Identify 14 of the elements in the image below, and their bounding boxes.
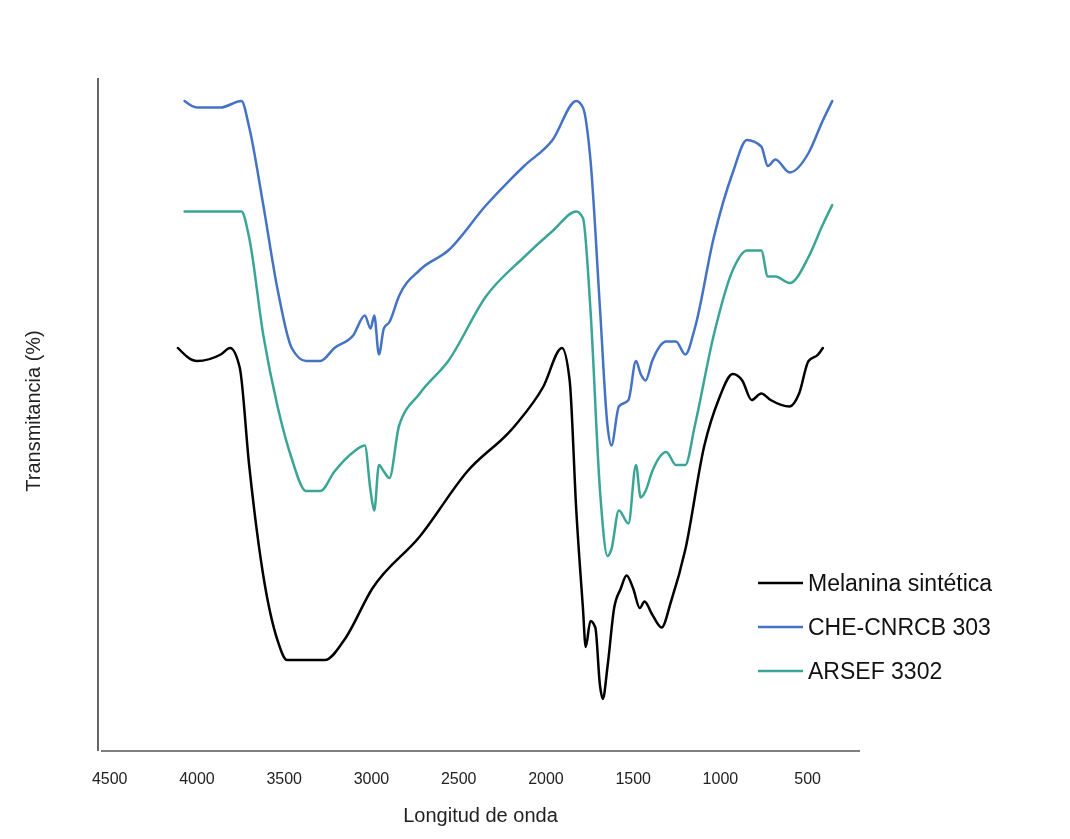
legend-label: CHE-CNRCB 303	[808, 614, 991, 640]
x-tick-label: 3500	[266, 770, 303, 787]
x-tick-label: 1500	[615, 770, 652, 787]
legend-label: Melanina sintética	[808, 570, 993, 596]
x-tick-label: 500	[794, 770, 822, 787]
x-tick-label: 4500	[91, 770, 128, 787]
x-tick-label: 3000	[353, 770, 390, 787]
x-tick-label: 1000	[702, 770, 739, 787]
legend-label: ARSEF 3302	[808, 658, 943, 684]
x-tick-label: 4000	[179, 770, 215, 787]
x-axis-title: Longitud de onda	[403, 804, 559, 826]
x-tick-label: 2500	[440, 770, 477, 787]
x-tick-label: 2000	[528, 770, 564, 787]
y-axis-title: Transmitancia (%)	[22, 330, 44, 492]
